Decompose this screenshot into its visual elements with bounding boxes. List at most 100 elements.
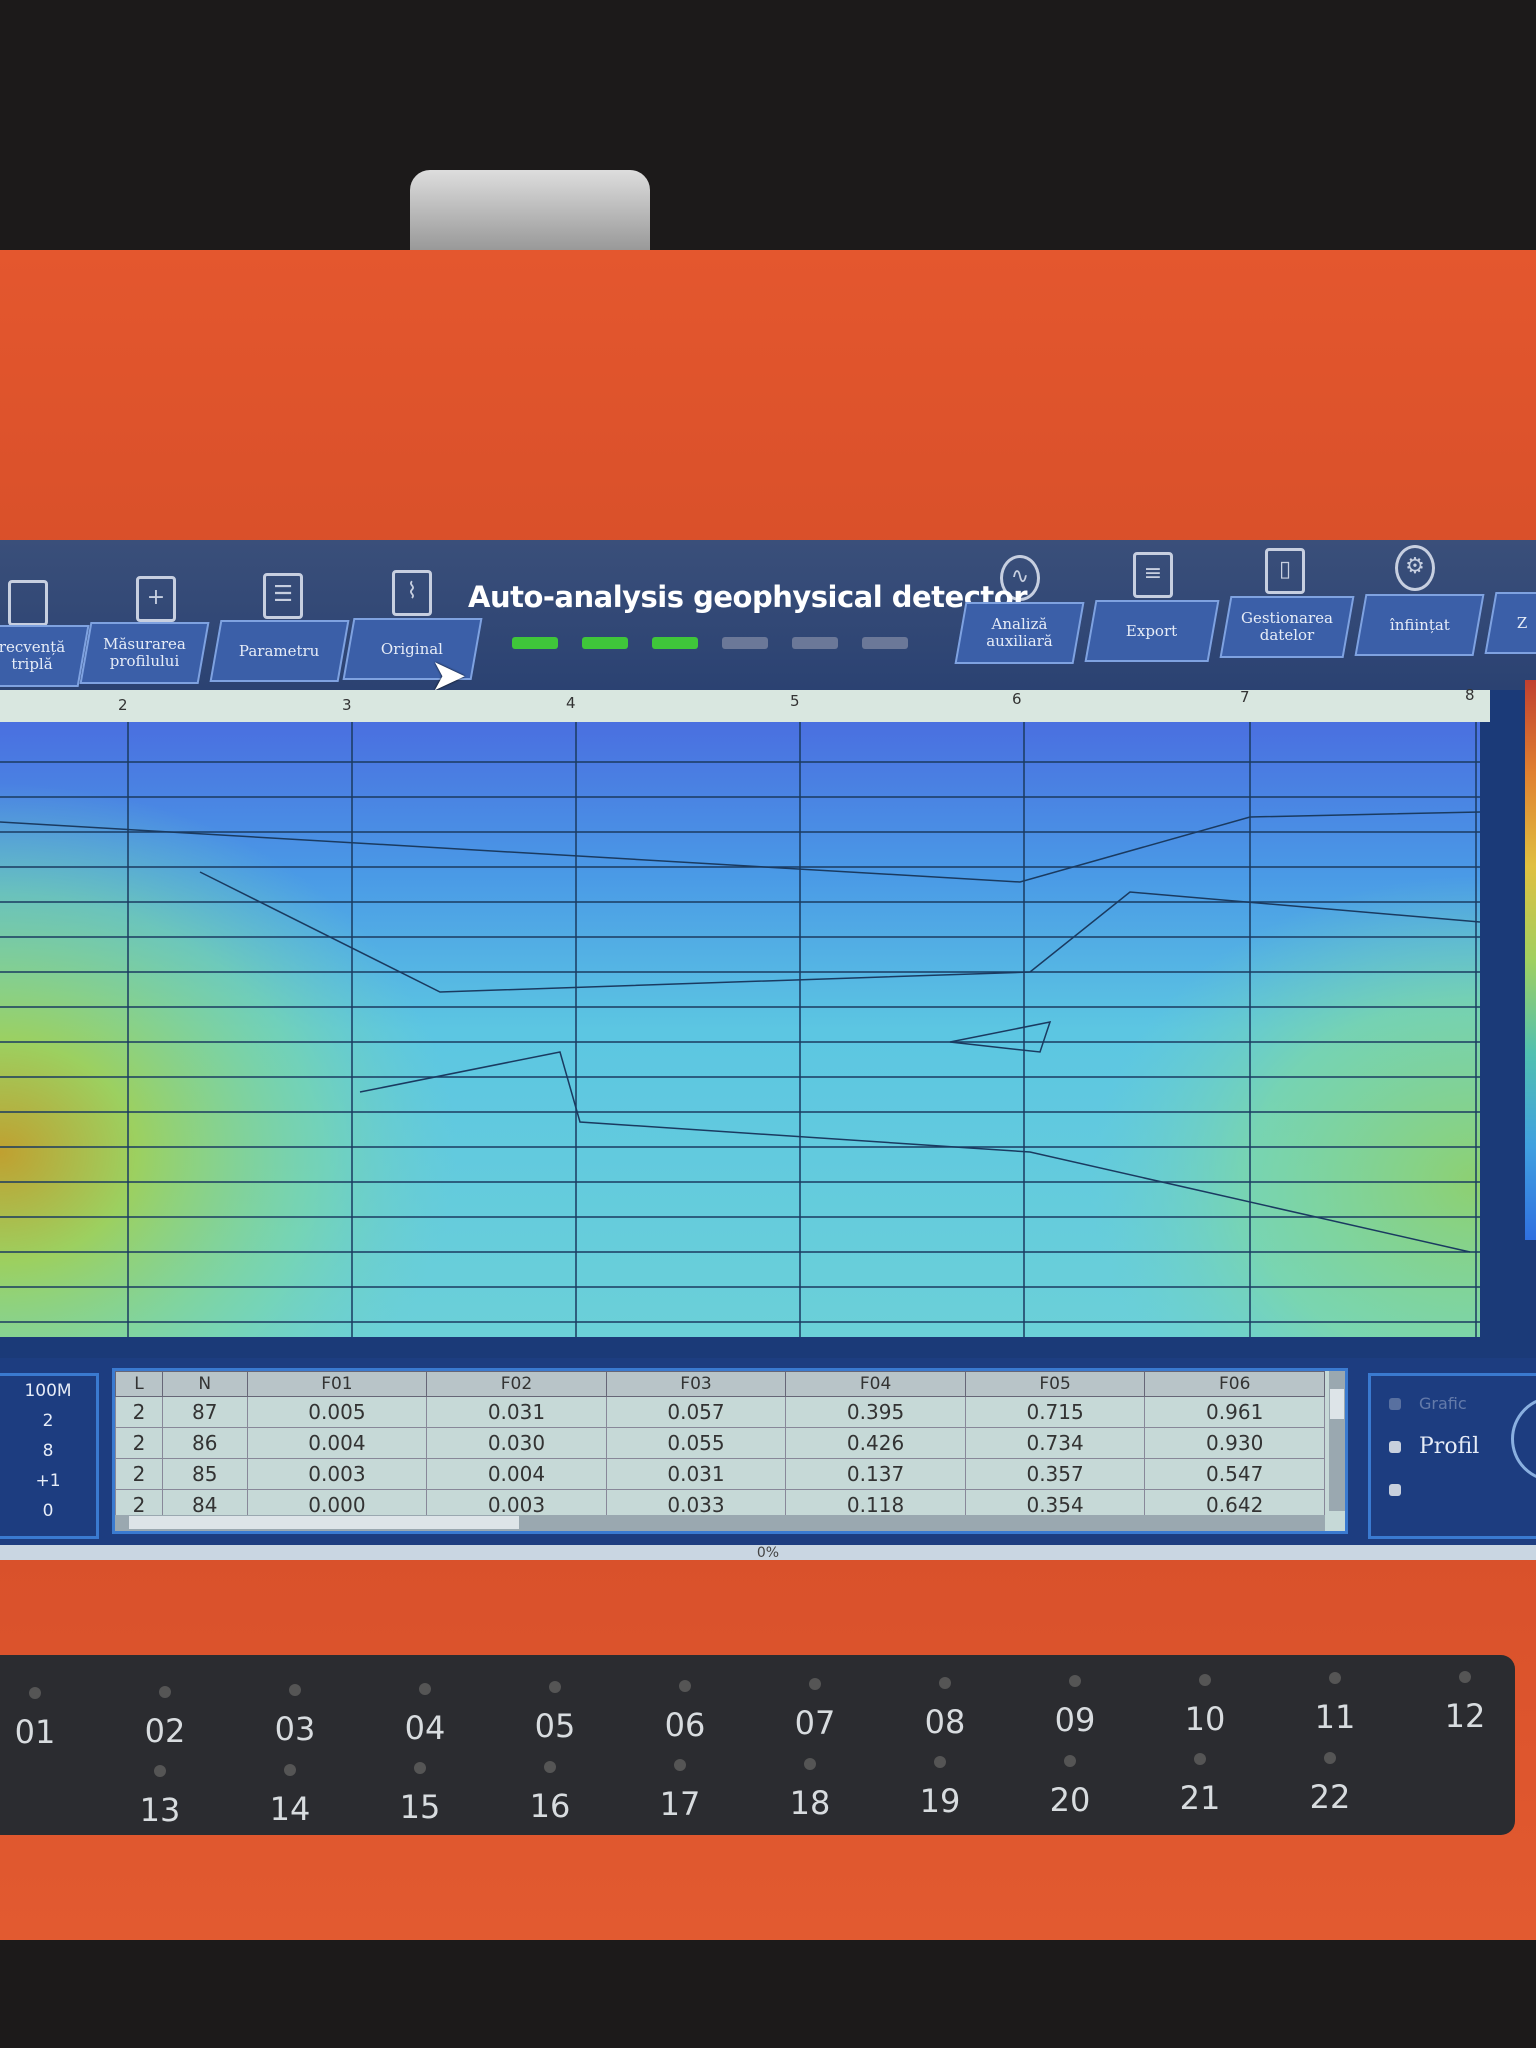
export-icon[interactable]: ≡ [1133,552,1173,598]
list-icon[interactable]: ☰ [263,573,303,619]
channel-key-08[interactable]: 08 [924,1702,966,1741]
file-icon[interactable] [8,580,48,626]
column-header: F04 [785,1371,966,1397]
column-header: F06 [1144,1371,1325,1397]
table-cell: 2 [115,1458,163,1490]
channel-indicator-dot [154,1765,166,1777]
channel-key-03[interactable]: 03 [274,1710,316,1748]
tab-label: Parametru [239,641,320,660]
channel-indicator-dot [1064,1754,1076,1767]
side-value: 8 [42,1441,54,1461]
tab-label: Gestionarea datelor [1240,609,1333,644]
channel-indicator-dot [549,1681,561,1693]
tab-settings[interactable]: înființat [1354,594,1485,656]
toolbar: + ☰ ⌇ ∿ ≡ ▯ ⚙ recvență triplă Măsurarea … [0,540,1536,701]
image-chart-icon[interactable]: ⌇ [392,570,432,616]
radio-button[interactable] [1389,1397,1401,1410]
channel-key-02[interactable]: 02 [144,1711,186,1750]
table-cell: 2 [115,1396,163,1428]
table-row[interactable]: 2 87 0.005 0.031 0.057 0.395 0.715 0.961 [115,1396,1325,1428]
channel-indicator-dot [934,1756,946,1768]
table-cell: 0.961 [1144,1396,1325,1428]
led-6 [862,637,908,649]
scrollbar-thumb[interactable] [129,1516,519,1529]
option-graph[interactable]: Grafic [1389,1394,1467,1413]
tab-label: Z [1516,613,1528,632]
channel-key-04[interactable]: 04 [404,1708,446,1747]
option-profile[interactable]: Profil [1389,1434,1479,1459]
led-3 [652,637,698,649]
data-table[interactable]: L N F01 F02 F03 F04 F05 F06 2 87 0.005 0.03… [112,1368,1348,1534]
channel-key-12[interactable]: 12 [1444,1696,1486,1735]
channel-indicator-dot [289,1684,301,1696]
table-cell: 0.715 [964,1396,1146,1428]
column-header: F01 [246,1371,428,1397]
channel-key-06[interactable]: 06 [664,1705,706,1744]
channel-key-07[interactable]: 07 [794,1704,836,1742]
channel-key-15[interactable]: 15 [399,1788,441,1826]
channel-key-16[interactable]: 16 [529,1786,571,1825]
device-case-top [0,250,1536,550]
tab-z[interactable]: Z [1484,592,1536,654]
side-values: 100M 2 8 +1 0 [0,1373,99,1539]
progress-text: 0% [756,1545,780,1561]
channel-indicator-dot [809,1678,821,1690]
radio-button[interactable] [1389,1484,1401,1496]
channel-key-11[interactable]: 11 [1314,1698,1356,1736]
tab-auxiliary-analysis[interactable]: Analiză auxiliară [954,602,1085,664]
option-label: Profil [1419,1434,1480,1459]
table-row[interactable]: 2 86 0.004 0.030 0.055 0.426 0.734 0.930 [115,1427,1325,1459]
channel-indicator-dot [1199,1673,1211,1686]
column-header: N [161,1371,248,1397]
channel-key-22[interactable]: 22 [1309,1777,1351,1816]
tab-parameter[interactable]: Parametru [209,620,350,682]
signal-leds [512,637,908,649]
tab-profile-measurement[interactable]: Măsurarea profilului [79,622,210,684]
ruler-tick: 5 [790,692,800,710]
ruler-tick: 4 [566,694,576,712]
channel-key-05[interactable]: 05 [534,1707,576,1745]
channel-key-13[interactable]: 13 [139,1791,181,1829]
channel-key-10[interactable]: 10 [1184,1699,1226,1738]
tab-label: Export [1126,621,1178,640]
column-header: F02 [426,1371,607,1397]
tablet-icon[interactable]: ▯ [1265,548,1305,594]
table-cell: 0.547 [1144,1458,1325,1490]
channel-indicator-dot [1459,1670,1471,1683]
table-cell: 0.030 [426,1427,607,1459]
table-cell: 0.055 [605,1427,787,1459]
channel-key-01[interactable]: 01 [14,1713,56,1751]
column-header: F03 [605,1371,787,1397]
channel-indicator-dot [679,1679,691,1692]
channel-key-21[interactable]: 21 [1179,1779,1221,1817]
tab-data-management[interactable]: Gestionarea datelor [1219,596,1355,658]
gear-icon[interactable]: ⚙ [1395,545,1435,591]
led-5 [792,637,838,649]
channel-key-17[interactable]: 17 [659,1785,701,1823]
round-button[interactable] [1511,1396,1536,1482]
option-third[interactable] [1389,1484,1401,1496]
tab-export[interactable]: Export [1084,600,1220,662]
column-header: L [115,1371,163,1397]
option-label: Grafic [1419,1394,1467,1413]
vertical-scrollbar[interactable] [1329,1371,1345,1511]
radio-button[interactable] [1389,1440,1401,1453]
table-cell: 0.137 [785,1458,966,1490]
horizontal-scrollbar[interactable] [115,1515,1325,1531]
channel-key-14[interactable]: 14 [269,1789,311,1828]
channel-indicator-dot [1329,1672,1341,1684]
scrollbar-thumb[interactable] [1330,1389,1344,1419]
tab-triple-frequency[interactable]: recvență triplă [0,625,90,687]
channel-key-18[interactable]: 18 [789,1783,831,1822]
contour-plot [0,722,1480,1337]
ruler-tick: 7 [1240,688,1250,706]
analysis-chart-icon[interactable]: ∿ [1000,555,1040,601]
channel-key-20[interactable]: 20 [1049,1780,1091,1819]
table-row[interactable]: 2 85 0.003 0.004 0.031 0.137 0.357 0.547 [115,1458,1325,1490]
table-cell: 0.005 [246,1396,428,1428]
channel-key-19[interactable]: 19 [919,1782,961,1820]
channel-indicator-dot [1194,1753,1206,1765]
new-file-icon[interactable]: + [136,576,176,622]
ruler-tick: 6 [1012,690,1022,708]
channel-key-09[interactable]: 09 [1054,1701,1096,1739]
